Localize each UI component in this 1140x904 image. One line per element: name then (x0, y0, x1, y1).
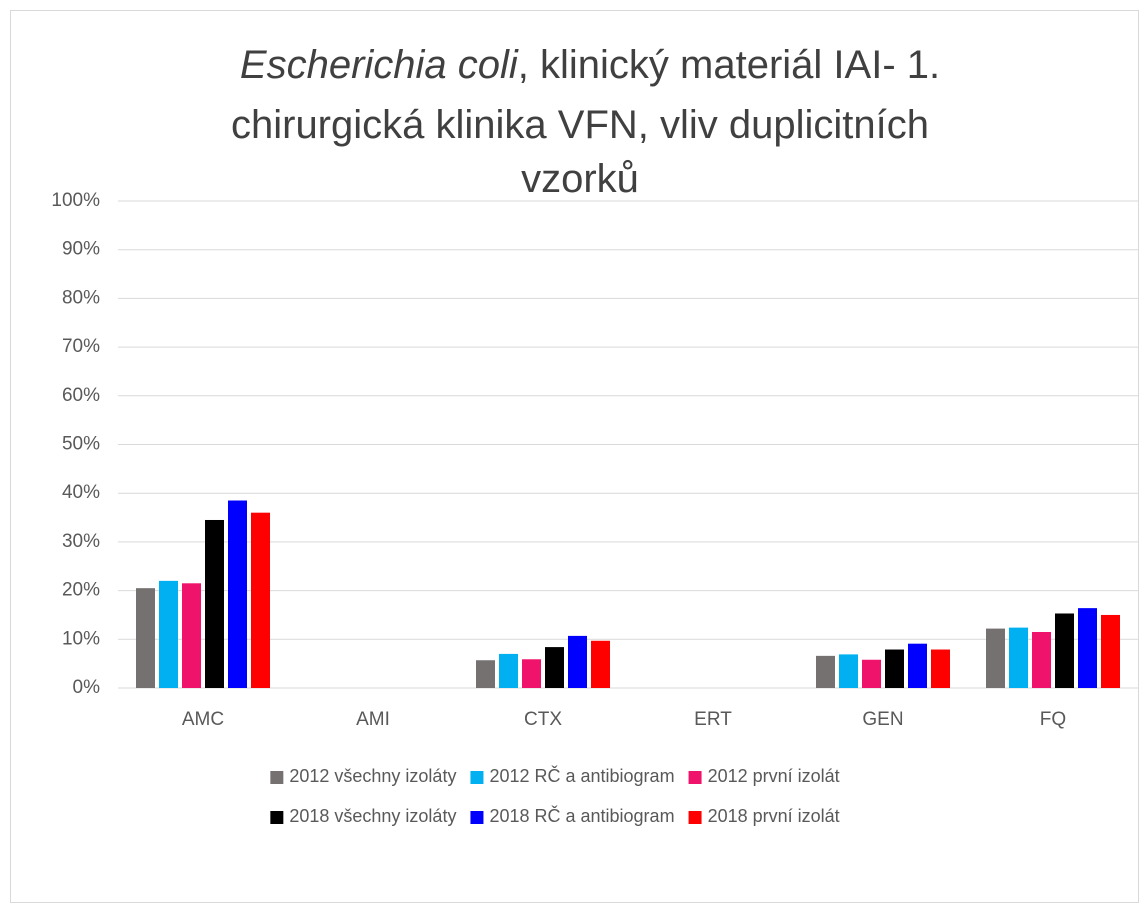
y-tick-label: 100% (51, 190, 100, 211)
chart-title: Escherichia coli, klinický materiál IAI-… (240, 43, 940, 87)
legend-label: 2012 první izolát (708, 766, 840, 786)
bar (568, 635, 587, 688)
y-tick-label: 30% (62, 531, 100, 552)
y-tick-label: 40% (62, 482, 100, 503)
bar (251, 512, 270, 688)
x-tick-label: FQ (1040, 709, 1066, 730)
y-tick-label: 10% (62, 628, 100, 649)
title-italic: Escherichia coli (240, 43, 519, 87)
legend-row: 2012 všechny izoláty 2012 RČ a antibiogra… (270, 765, 840, 786)
bar (182, 583, 201, 688)
y-tick-label: 60% (62, 385, 100, 406)
bar (499, 653, 518, 688)
bar (839, 654, 858, 688)
bar (1009, 627, 1028, 688)
legend-label: 2018 RČ a antibiogram (489, 805, 674, 826)
bar (1101, 614, 1120, 688)
legend-label: 2018 všechny izoláty (289, 806, 456, 826)
legend-swatch (270, 771, 284, 784)
y-tick-label: 90% (62, 239, 100, 260)
x-tick-label: AMC (182, 709, 224, 730)
bar (136, 588, 155, 688)
legend-label: 2012 všechny izoláty (289, 766, 456, 786)
bar (862, 659, 881, 688)
bar (1078, 608, 1097, 688)
legend-swatch (688, 771, 702, 784)
bar (545, 647, 564, 688)
legend-swatch (470, 771, 484, 784)
legend-swatch (270, 811, 284, 824)
bar (1032, 631, 1051, 688)
x-tick-label: AMI (356, 709, 390, 730)
y-tick-label: 80% (62, 287, 100, 308)
bar (228, 500, 247, 688)
bar (476, 660, 495, 688)
legend-label: 2018 první izolát (708, 806, 840, 826)
bar (159, 580, 178, 688)
bar (885, 649, 904, 688)
y-tick-label: 20% (62, 580, 100, 601)
y-tick-label: 0% (73, 677, 101, 698)
y-tick-label: 50% (62, 434, 100, 455)
bar (205, 519, 224, 688)
legend-label: 2012 RČ a antibiogram (489, 765, 674, 786)
chart-title: vzorků (521, 157, 639, 201)
bar (591, 640, 610, 688)
title-part: , klinický materiál IAI- 1. (518, 43, 940, 87)
bar (986, 628, 1005, 688)
x-tick-label: ERT (694, 709, 732, 730)
chart-border (10, 10, 1139, 903)
bar (816, 655, 835, 688)
chart-title: chirurgická klinika VFN, vliv duplicitní… (231, 103, 929, 147)
x-tick-label: CTX (524, 709, 562, 730)
legend-swatch (470, 811, 484, 824)
legend-swatch (688, 811, 702, 824)
bar (931, 649, 950, 688)
legend-row: 2018 všechny izoláty 2018 RČ a antibiogra… (270, 805, 840, 826)
bar (1055, 613, 1074, 688)
bar (522, 659, 541, 688)
y-tick-label: 70% (62, 336, 100, 357)
x-tick-label: GEN (862, 709, 903, 730)
bar (908, 643, 927, 688)
